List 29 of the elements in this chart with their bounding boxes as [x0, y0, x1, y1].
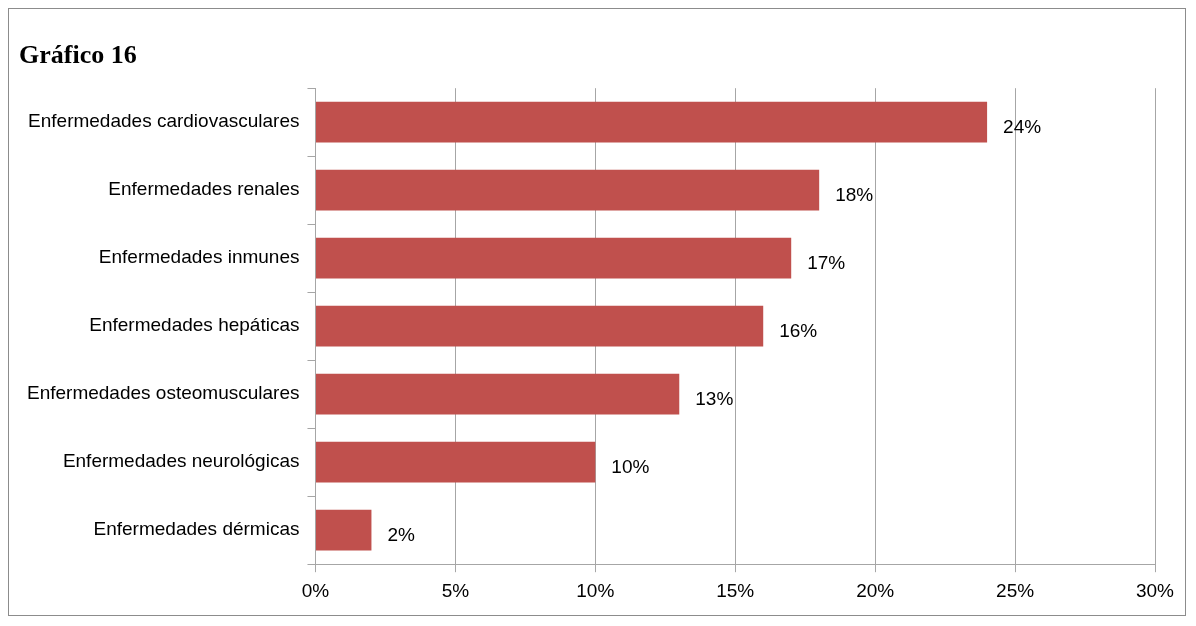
- y-tick-label: Enfermedades osteomusculares: [26, 382, 300, 404]
- data-label: 17%: [807, 252, 846, 274]
- y-tick-label: Enfermedades hepáticas: [89, 314, 300, 336]
- y-tick-label: Enfermedades neurológicas: [62, 450, 300, 472]
- data-label: 13%: [695, 388, 734, 410]
- y-tick-label: Enfermedades cardiovasculares: [28, 110, 300, 132]
- y-tick-label: Enfermedades dérmicas: [93, 518, 300, 540]
- y-tick-label: Enfermedades inmunes: [98, 246, 300, 268]
- x-tick-label: 20%: [856, 579, 895, 601]
- y-tick-label: Enfermedades renales: [108, 178, 300, 200]
- text: Gráfico 16: [19, 40, 137, 70]
- x-tick-label: 5%: [441, 579, 470, 601]
- bar: [315, 509, 372, 551]
- bar: [315, 101, 988, 143]
- bar: [315, 305, 764, 347]
- data-label: 2%: [387, 524, 416, 546]
- data-label: 24%: [1003, 116, 1042, 138]
- bar: [315, 441, 596, 483]
- data-label: 16%: [779, 320, 818, 342]
- bar: [315, 169, 820, 211]
- x-tick-label: 25%: [996, 579, 1035, 601]
- data-label: 18%: [835, 184, 874, 206]
- x-tick-label: 15%: [716, 579, 755, 601]
- x-tick-label: 10%: [576, 579, 615, 601]
- bar: [315, 373, 680, 415]
- x-tick-label: 30%: [1135, 579, 1175, 601]
- bar: [315, 237, 792, 279]
- x-tick-label: 0%: [301, 579, 330, 601]
- data-label: 10%: [611, 456, 650, 478]
